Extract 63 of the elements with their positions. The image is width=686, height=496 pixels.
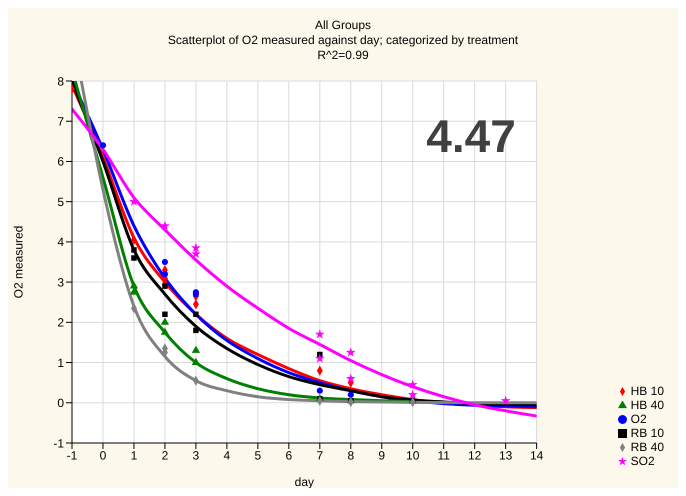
y-tick-label: 5 <box>57 194 64 209</box>
legend-label: RB 40 <box>630 440 664 454</box>
point <box>190 242 201 252</box>
x-tick-label: 9 <box>378 448 386 463</box>
point <box>500 396 511 405</box>
y-tick-label: 8 <box>57 74 64 88</box>
point <box>348 392 354 398</box>
point <box>314 329 325 339</box>
y-tick-label: 7 <box>57 114 64 128</box>
point <box>160 328 170 335</box>
y-tick-label: 2 <box>57 316 64 330</box>
x-tick-label: 13 <box>498 448 513 463</box>
y-tick-label: 0 <box>57 396 64 410</box>
legend-label: SO2 <box>630 454 655 468</box>
y-tick-label: 4 <box>57 235 64 250</box>
point <box>162 312 168 318</box>
point <box>346 347 356 357</box>
x-tick-label: 12 <box>468 448 482 463</box>
x-tick-label: 7 <box>316 448 324 463</box>
x-tick-label: 5 <box>254 448 262 463</box>
chart-subtitle: Scatterplot of O2 measured against day; categorized by treatment <box>166 33 520 48</box>
chart-title: All Groups <box>314 18 372 33</box>
point <box>192 358 200 365</box>
point <box>160 220 170 230</box>
y-tick-label: 3 <box>57 275 64 290</box>
point <box>408 380 418 389</box>
x-tick-label: 3 <box>192 448 200 463</box>
point <box>193 328 199 334</box>
point <box>131 255 137 261</box>
x-tick-label: 8 <box>347 448 354 463</box>
x-tick-label: -1 <box>66 448 78 463</box>
point <box>100 142 106 148</box>
x-tick-label: 10 <box>406 448 420 463</box>
y-axis-title: O2 measured <box>11 226 26 298</box>
legend-label: O2 <box>630 412 647 426</box>
point <box>162 258 168 266</box>
x-tick-label: 14 <box>530 448 544 463</box>
point <box>193 312 199 318</box>
point <box>162 283 168 289</box>
legend-label: RB 10 <box>630 426 664 440</box>
point <box>131 247 137 253</box>
x-tick-label: 4 <box>224 448 231 463</box>
y-tick-label: -1 <box>53 436 64 450</box>
point <box>192 346 200 353</box>
point <box>346 373 356 383</box>
point <box>190 248 201 258</box>
x-tick-label: 11 <box>437 448 450 463</box>
text: R^2=0.99 <box>316 48 370 63</box>
x-tick-label: 0 <box>100 448 107 463</box>
point <box>314 353 325 363</box>
x-tick-label: 2 <box>162 448 169 463</box>
x-tick-label: 6 <box>285 448 292 463</box>
x-tick-label: 1 <box>130 448 138 463</box>
y-tick-label: 1 <box>57 356 64 370</box>
point <box>160 318 170 325</box>
point <box>316 388 323 394</box>
legend-label: HB 40 <box>630 398 664 412</box>
legend-label: HB 10 <box>630 384 664 398</box>
point <box>162 270 168 278</box>
y-tick-label: 6 <box>57 154 64 169</box>
point <box>408 390 418 399</box>
point <box>130 281 138 289</box>
annotation: 4.47 <box>426 109 516 163</box>
